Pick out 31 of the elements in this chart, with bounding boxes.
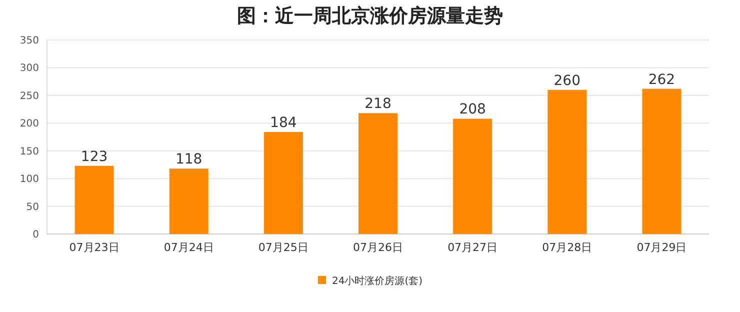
bar — [264, 132, 303, 234]
bar — [74, 166, 114, 234]
data-label: 184 — [270, 115, 297, 132]
data-label: 118 — [175, 152, 202, 168]
bar — [358, 113, 398, 234]
bar — [169, 168, 208, 234]
bar — [642, 88, 682, 234]
data-label: 208 — [459, 102, 486, 118]
y-tick-label: 350 — [20, 36, 39, 46]
data-label: 218 — [364, 96, 392, 112]
x-tick-label: 07月27日 — [448, 241, 498, 254]
x-tick-label: 07月29日 — [636, 241, 687, 254]
y-tick-label: 200 — [20, 118, 39, 130]
data-label: 260 — [554, 72, 581, 89]
legend-label: 24小时涨价房源(套) — [332, 275, 423, 287]
chart-title: 图：近一周北京涨价房源量走势 — [237, 5, 503, 27]
x-tick-label: 07月25日 — [258, 241, 308, 254]
y-tick-label: 150 — [20, 146, 39, 158]
x-tick-label: 07月24日 — [164, 241, 214, 254]
x-tick-label: 07月28日 — [542, 241, 592, 254]
data-label: 123 — [80, 148, 108, 165]
y-tick-label: 0 — [32, 230, 39, 240]
y-tick-label: 300 — [20, 63, 39, 74]
bar — [453, 118, 492, 234]
x-tick-label: 07月26日 — [353, 241, 403, 254]
y-tick-label: 250 — [20, 90, 39, 102]
y-tick-label: 100 — [20, 174, 39, 186]
data-label: 262 — [648, 72, 676, 88]
bar — [548, 90, 587, 234]
x-tick-label: 07月23日 — [69, 241, 120, 254]
y-tick-label: 50 — [26, 202, 39, 213]
